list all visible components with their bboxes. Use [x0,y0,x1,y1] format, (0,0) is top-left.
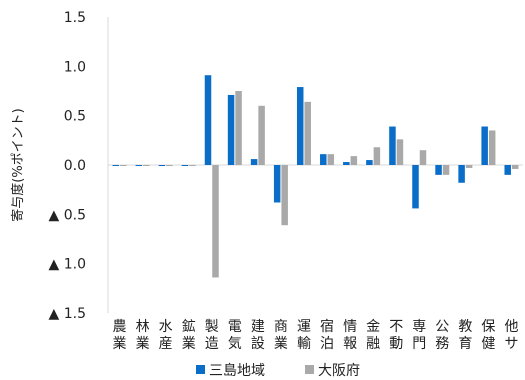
category-label: 動 [389,336,403,352]
y-axis-label: 寄与度(%ポイント) [10,108,26,222]
legend: 三島地域 大阪府 [196,363,360,379]
category-label: 水 [159,319,173,335]
category-label: 業 [274,336,288,352]
legend-swatch-mishima [196,365,205,374]
category-label: 情 [343,319,357,335]
bar-osaka [281,165,288,225]
category-label: 他 [504,319,518,335]
category-label: 融 [366,336,380,352]
bar-osaka [143,165,150,166]
bar-osaka [489,130,496,165]
bar-mishima [458,165,465,183]
category-label: 金 [366,319,380,335]
category-label: 育 [458,336,472,352]
category-label: 保 [481,319,495,335]
category-label: 商 [274,319,288,335]
bar-mishima [113,165,120,166]
bar-mishima [136,165,143,166]
category-label: 公 [435,319,449,335]
bar-mishima [504,165,511,175]
category-label: 泊 [320,336,334,352]
category-label: 気 [228,336,242,352]
category-label: 建 [251,319,265,335]
category-label: 不 [389,319,403,335]
bar-osaka [328,154,335,165]
category-label: 設 [251,336,265,352]
legend-label-osaka: 大阪府 [318,363,360,379]
bar-osaka [189,165,196,166]
category-label: 業 [136,336,150,352]
category-label: 産 [159,336,173,352]
bar-osaka [466,165,473,168]
bar-mishima [435,165,442,175]
category-label: 鉱 [182,318,196,335]
bar-osaka [120,165,127,166]
category-label: 門 [412,336,426,352]
bar-mishima [228,95,235,165]
y-tick-label: ▲ 0.5 [49,207,86,223]
category-label: 業 [182,336,196,352]
bar-osaka [512,165,518,169]
bar-osaka [212,165,219,277]
category-label: 農 [113,319,127,335]
y-tick-label: 1.5 [64,10,86,26]
bar-mishima [481,127,488,165]
category-label: 電 [228,319,242,335]
category-label: 報 [343,336,357,352]
bar-osaka [166,165,173,166]
y-tick-labels: 1.5 1.0 0.5 0.0 ▲ 0.5 ▲ 1.0 ▲ 1.5 [49,10,86,322]
bar-mishima [412,165,419,208]
bar-osaka [443,165,450,175]
category-label: 造 [205,336,219,352]
bar-osaka [397,139,404,165]
bar-mishima [320,154,327,165]
y-tick-label: ▲ 1.0 [49,257,86,273]
bar-mishima [366,160,373,165]
category-label: 林 [136,319,150,335]
legend-label-mishima: 三島地域 [209,363,265,379]
bar-mishima [159,165,166,166]
bar-mishima [182,165,189,166]
y-tick-label: 0.0 [64,158,86,174]
category-label: 輸 [297,336,311,352]
y-tick-label: 0.5 [64,109,86,125]
bar-osaka [374,147,381,165]
y-tick-label: ▲ 1.5 [49,306,86,322]
bars-group [113,75,519,277]
bar-mishima [205,75,212,165]
bar-osaka [258,106,265,165]
category-label: 宿 [320,318,334,335]
y-tick-label: 1.0 [64,59,86,75]
bar-osaka [304,102,311,165]
bar-osaka [235,91,242,165]
category-label: 務 [435,336,449,352]
category-label: 製 [205,319,219,335]
bar-mishima [251,159,257,165]
category-label: 運 [297,319,311,335]
bar-mishima [389,127,396,165]
category-label: 業 [113,336,127,352]
bar-osaka [420,150,427,165]
legend-swatch-osaka [305,365,314,374]
category-label: サ [504,336,518,352]
bar-mishima [343,162,350,165]
bar-mishima [297,87,304,165]
category-label: 健 [481,336,495,352]
bar-osaka [351,156,358,165]
category-label: 専 [412,319,426,335]
bar-mishima [274,165,281,202]
category-label: 教 [458,319,472,335]
